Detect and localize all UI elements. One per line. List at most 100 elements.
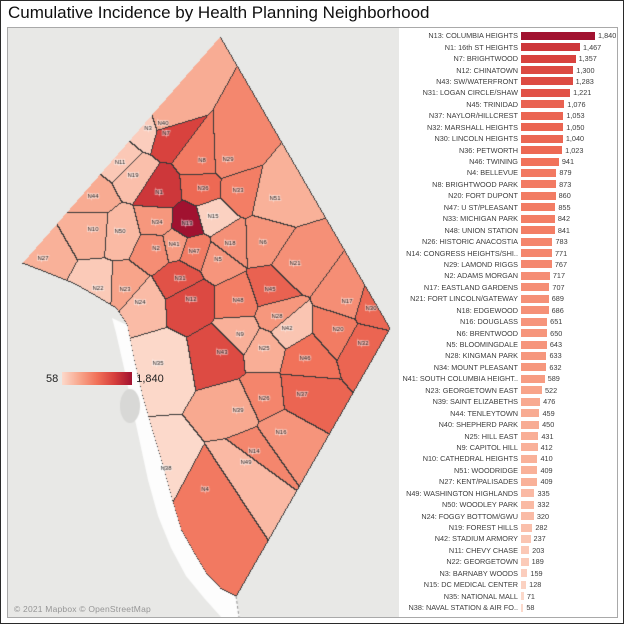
bar-label: N41: SOUTH COLUMBIA HEIGHT.. [402, 374, 518, 384]
bar[interactable] [521, 557, 529, 566]
bar[interactable] [521, 317, 548, 326]
bar-row: N24: FOGGY BOTTOM/GWU 320 [399, 510, 617, 521]
bar[interactable] [521, 31, 595, 40]
bar[interactable] [521, 546, 530, 555]
bar-value: 1,023 [565, 145, 584, 155]
bar[interactable] [521, 43, 580, 52]
bar[interactable] [521, 363, 547, 372]
bar[interactable] [521, 157, 559, 166]
bar-row: N39: SAINT ELIZABETHS 476 [399, 396, 617, 407]
bar-row: N37: NAYLOR/HILLCREST 1,053 [399, 110, 617, 121]
bar[interactable] [521, 306, 549, 315]
bar-row: N16: DOUGLASS 651 [399, 316, 617, 327]
bar[interactable] [521, 191, 556, 200]
bar[interactable] [521, 111, 564, 120]
bar-label: N21: FORT LINCOLN/GATEWAY [410, 294, 518, 304]
bar[interactable] [521, 351, 547, 360]
bar[interactable] [521, 386, 542, 395]
bar[interactable] [521, 580, 527, 589]
bar[interactable] [521, 249, 552, 258]
bar[interactable] [521, 180, 557, 189]
bar-label: N49: WASHINGTON HIGHLANDS [406, 488, 518, 498]
bar-label: N36: PETWORTH [458, 145, 518, 155]
color-legend: 58 1,840 [46, 372, 164, 385]
bar-label: N32: MARSHALL HEIGHTS [427, 122, 518, 132]
bar-value: 1,050 [566, 122, 585, 132]
choropleth-map[interactable] [8, 28, 399, 617]
legend-gradient-bar [62, 372, 133, 385]
bar[interactable] [521, 397, 541, 406]
bar-row: N28: KINGMAN PARK 633 [399, 350, 617, 361]
bar[interactable] [521, 123, 564, 132]
bar[interactable] [521, 454, 538, 463]
bar[interactable] [521, 294, 549, 303]
bar-label: N19: FOREST HILLS [448, 523, 518, 533]
bar-label: N44: TENLEYTOWN [450, 408, 518, 418]
bar[interactable] [521, 66, 574, 75]
bar-row: N35: NATIONAL MALL 71 [399, 590, 617, 601]
bar[interactable] [521, 340, 547, 349]
bar-row: N10: CATHEDRAL HEIGHTS 410 [399, 453, 617, 464]
bar[interactable] [521, 374, 545, 383]
bar-row: N13: COLUMBIA HEIGHTS 1,840 [399, 30, 617, 41]
bar-value: 689 [551, 294, 564, 304]
bar-label: N18: EDGEWOOD [456, 305, 518, 315]
bar-value: 335 [537, 488, 550, 498]
bar-value: 643 [549, 340, 563, 350]
bar[interactable] [521, 134, 563, 143]
bar-value: 879 [559, 168, 572, 178]
bar[interactable] [521, 603, 524, 612]
bar[interactable] [521, 54, 576, 63]
bar-row: N46: TWINING 941 [399, 156, 617, 167]
bar-value: 873 [559, 179, 572, 189]
bar-value: 522 [544, 385, 558, 395]
bar[interactable] [521, 168, 557, 177]
bar-value: 717 [552, 271, 566, 281]
bar[interactable] [521, 260, 552, 269]
bar[interactable] [521, 443, 538, 452]
bar-value: 855 [558, 202, 571, 212]
bar[interactable] [521, 432, 539, 441]
bar-row: N20: FORT DUPONT 860 [399, 190, 617, 201]
bar-row: N12: CHINATOWN 1,300 [399, 64, 617, 75]
bar[interactable] [521, 420, 540, 429]
bar-label: N39: SAINT ELIZABETHS [432, 397, 518, 407]
bar-value: 431 [541, 431, 554, 441]
bar-value: 941 [561, 157, 575, 167]
bar[interactable] [521, 271, 550, 280]
bar-label: N25: HILL EAST [464, 431, 518, 441]
bar[interactable] [521, 512, 534, 521]
bar[interactable] [521, 409, 540, 418]
bar[interactable] [521, 500, 535, 509]
bar-row: N27: KENT/PALISADES 409 [399, 476, 617, 487]
bar-value: 651 [550, 317, 563, 327]
bar[interactable] [521, 477, 538, 486]
bar-label: N17: EASTLAND GARDENS [423, 282, 518, 292]
bar[interactable] [521, 226, 555, 235]
bar[interactable] [521, 569, 528, 578]
bar[interactable] [521, 283, 550, 292]
bar[interactable] [521, 523, 533, 532]
bar-value: 686 [551, 305, 564, 315]
bar[interactable] [521, 77, 573, 86]
bar[interactable] [521, 214, 555, 223]
bar[interactable] [521, 100, 565, 109]
bar-row: N29: LAMOND RIGGS 767 [399, 259, 617, 270]
bar[interactable] [521, 88, 571, 97]
bar-value: 282 [535, 523, 548, 533]
bar-label: N29: LAMOND RIGGS [443, 259, 518, 269]
bar[interactable] [521, 489, 535, 498]
bar-row: N14: CONGRESS HEIGHTS/SHI.. 771 [399, 247, 617, 258]
bar[interactable] [521, 592, 524, 601]
bar-label: N51: WOODRIDGE [453, 465, 518, 475]
bar[interactable] [521, 466, 538, 475]
bar[interactable] [521, 203, 556, 212]
page-title: Cumulative Incidence by Health Planning … [8, 3, 430, 22]
bar[interactable] [521, 146, 563, 155]
legend-max-label: 1,840 [136, 372, 164, 385]
bar-value: 1,076 [567, 99, 586, 109]
bar-value: 476 [543, 397, 556, 407]
bar[interactable] [521, 237, 553, 246]
bar[interactable] [521, 329, 548, 338]
bar[interactable] [521, 534, 531, 543]
